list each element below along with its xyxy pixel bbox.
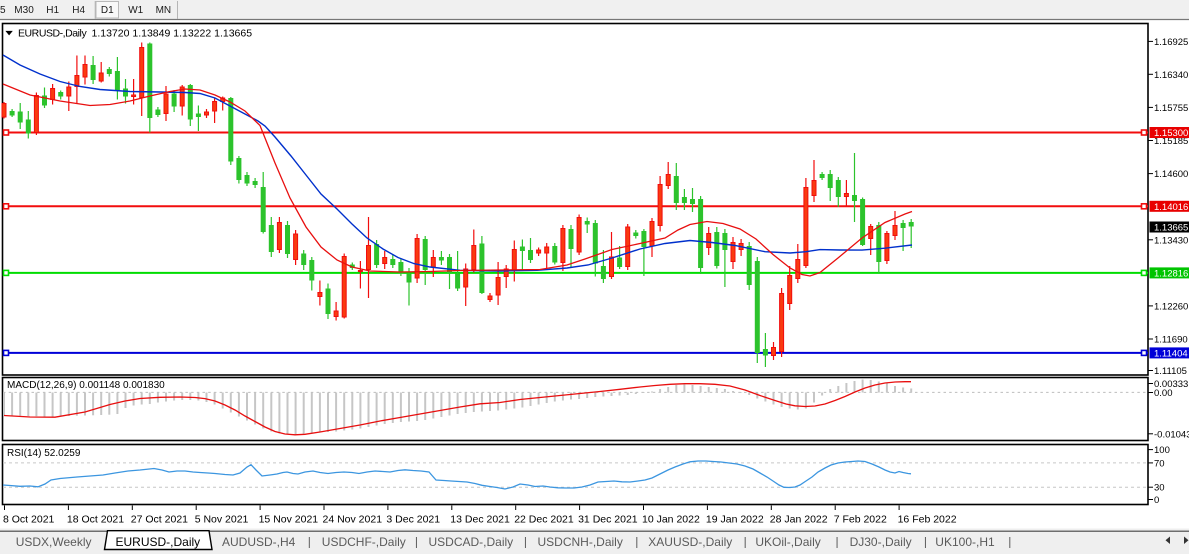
svg-text:|: | [635,535,638,549]
svg-text:22 Dec 2021: 22 Dec 2021 [514,514,574,526]
svg-text:1.11404: 1.11404 [1154,348,1188,359]
svg-text:MACD(12,26,9) 0.001148 0.00183: MACD(12,26,9) 0.001148 0.001830 [7,380,165,391]
svg-text:0.00: 0.00 [1154,388,1173,399]
svg-text:3 Dec 2021: 3 Dec 2021 [386,514,440,526]
svg-text:28 Jan 2022: 28 Jan 2022 [770,514,828,526]
svg-text:27 Oct 2021: 27 Oct 2021 [131,514,188,526]
svg-text:1.12260: 1.12260 [1154,301,1188,312]
svg-text:1.13665: 1.13665 [1154,223,1188,234]
svg-text:|: | [924,535,927,549]
svg-text:H1: H1 [46,5,59,16]
svg-text:1.15755: 1.15755 [1154,103,1188,114]
svg-text:19 Jan 2022: 19 Jan 2022 [706,514,764,526]
svg-text:H4: H4 [72,5,85,16]
svg-text:70: 70 [1154,458,1165,469]
svg-text:|: | [308,535,311,549]
svg-text:1.14016: 1.14016 [1154,202,1188,213]
svg-text:16 Feb 2022: 16 Feb 2022 [898,514,957,526]
svg-text:1.14600: 1.14600 [1154,169,1188,180]
svg-text:|: | [415,535,418,549]
svg-text:D1: D1 [101,5,114,16]
svg-text:1.16340: 1.16340 [1154,70,1188,81]
svg-text:UKOil-,Daily: UKOil-,Daily [755,535,820,549]
svg-text:1.12816: 1.12816 [1154,268,1188,279]
svg-text:EURUSD-,Daily: EURUSD-,Daily [18,28,87,40]
svg-text:DJ30-,Daily: DJ30-,Daily [850,535,912,549]
svg-text:UK100-,H1: UK100-,H1 [935,535,995,549]
svg-text:EURUSD-,Daily: EURUSD-,Daily [116,535,201,549]
svg-text:5 Nov 2021: 5 Nov 2021 [195,514,249,526]
svg-text:13 Dec 2021: 13 Dec 2021 [450,514,510,526]
svg-text:1.16925: 1.16925 [1154,37,1188,48]
svg-text:10 Jan 2022: 10 Jan 2022 [642,514,700,526]
svg-text:100: 100 [1154,445,1170,456]
svg-text:1.15185: 1.15185 [1154,136,1188,147]
svg-text:USDCHF-,Daily: USDCHF-,Daily [322,535,406,549]
svg-text:1.11105: 1.11105 [1154,366,1187,377]
svg-text:MN: MN [156,5,172,16]
svg-text:AUDUSD-,H4: AUDUSD-,H4 [222,535,296,549]
svg-text:|: | [1008,535,1011,549]
svg-text:W1: W1 [128,5,143,16]
svg-text:M30: M30 [14,5,34,16]
svg-text:1.13430: 1.13430 [1154,235,1188,246]
svg-text:USDCAD-,Daily: USDCAD-,Daily [429,535,514,549]
svg-text:USDX,Weekly: USDX,Weekly [16,535,92,549]
svg-text:0.003331: 0.003331 [1154,379,1189,390]
svg-text:8 Oct 2021: 8 Oct 2021 [3,514,55,526]
svg-text:7 Feb 2022: 7 Feb 2022 [834,514,887,526]
svg-text:1.15300: 1.15300 [1154,128,1188,139]
svg-text:15 Nov 2021: 15 Nov 2021 [259,514,319,526]
svg-text:18 Oct 2021: 18 Oct 2021 [67,514,124,526]
svg-text:USDCNH-,Daily: USDCNH-,Daily [538,535,623,549]
svg-text:XAUUSD-,Daily: XAUUSD-,Daily [648,535,732,549]
svg-text:5: 5 [0,5,6,16]
svg-text:1.11690: 1.11690 [1154,335,1188,346]
svg-text:1.13720 1.13849 1.13222 1.1366: 1.13720 1.13849 1.13222 1.13665 [92,28,253,40]
svg-text:30: 30 [1154,483,1165,494]
svg-text:0: 0 [1154,495,1159,506]
svg-text:31 Dec 2021: 31 Dec 2021 [578,514,638,526]
svg-text:24 Nov 2021: 24 Nov 2021 [323,514,383,526]
svg-text:|: | [836,535,839,549]
svg-text:RSI(14) 52.0259: RSI(14) 52.0259 [7,448,81,459]
svg-text:|: | [524,535,527,549]
svg-text:-0.01043: -0.01043 [1154,429,1189,440]
svg-text:|: | [744,535,747,549]
